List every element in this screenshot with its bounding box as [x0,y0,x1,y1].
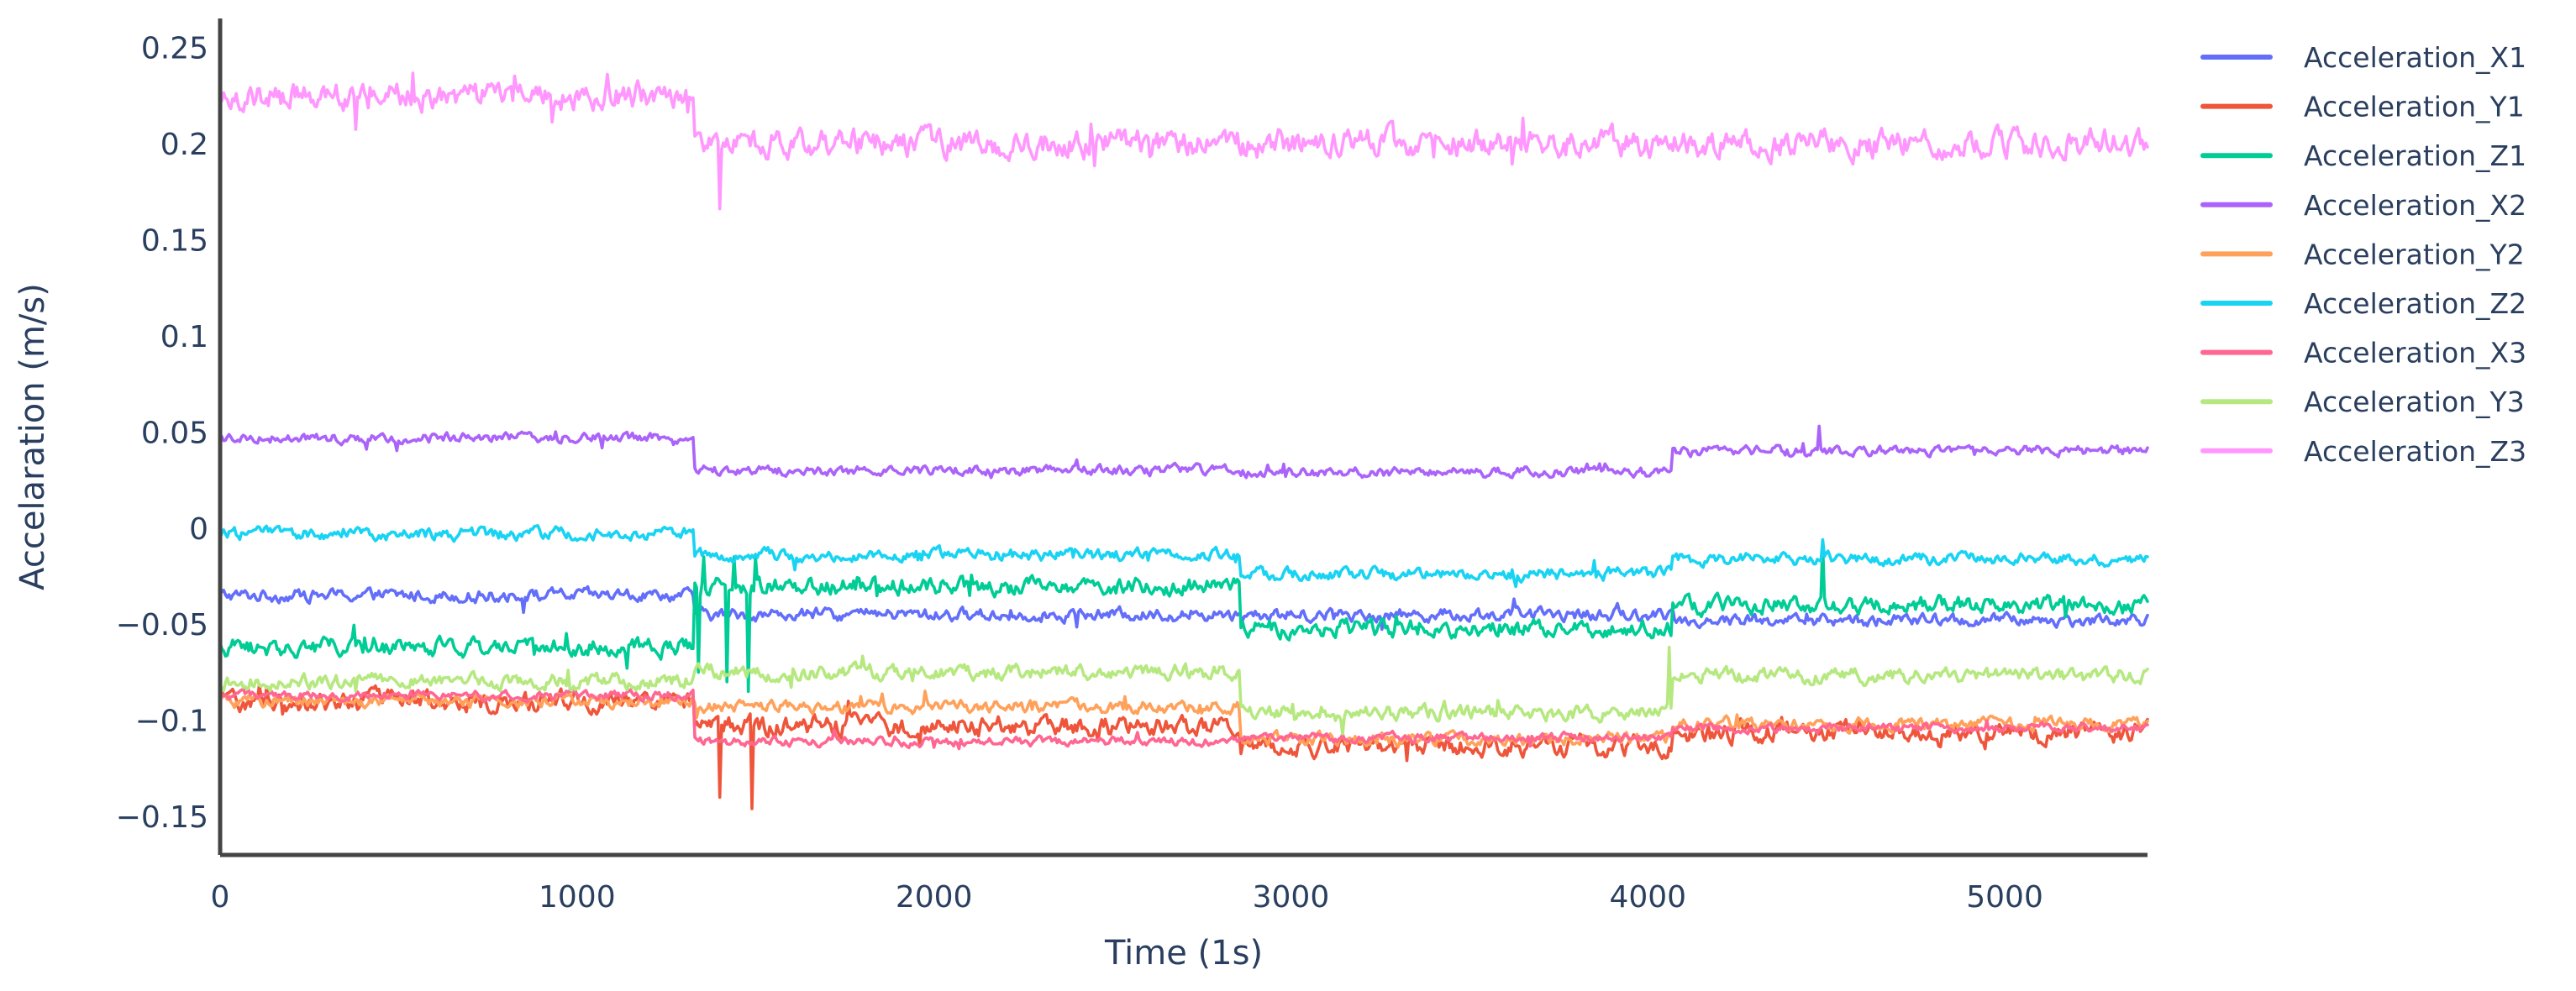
series-line-acceleration-z1 [218,542,2149,694]
y-tick-label: −0.05 [116,608,208,642]
legend-item[interactable]: Acceleration_X3 [2200,337,2526,370]
x-tick-label: 3000 [1253,880,1330,915]
x-axis-ticks: 0 1000 2000 3000 4000 5000 [211,880,2043,915]
legend-item[interactable]: Acceleration_Y2 [2200,238,2525,270]
x-tick-label: 5000 [1966,880,2043,915]
legend-item[interactable]: Acceleration_X2 [2200,189,2526,222]
x-tick-label: 4000 [1609,880,1686,915]
series-line-acceleration-x1 [218,585,2149,632]
legend-label: Acceleration_Z1 [2304,139,2526,172]
x-tick-label: 1000 [539,880,616,915]
y-tick-label: −0.1 [135,705,208,739]
legend-item[interactable]: Acceleration_Z2 [2200,287,2526,320]
series-line-acceleration-z3 [218,71,2149,211]
y-tick-label: 0.05 [141,416,208,450]
legend-label: Acceleration_X2 [2304,189,2526,222]
y-tick-label: 0 [189,512,208,547]
legend-label: Acceleration_Y1 [2304,91,2525,123]
x-axis-title: Time (1s) [1104,934,1263,973]
series-line-acceleration-x2 [218,424,2149,480]
legend[interactable]: Acceleration_X1 Acceleration_Y1 Accelerati… [2200,41,2526,468]
legend-label: Acceleration_Z3 [2304,435,2526,468]
legend-item[interactable]: Acceleration_X1 [2200,41,2526,74]
series-line-acceleration-z2 [218,524,2149,589]
y-tick-label: 0.15 [141,223,208,258]
legend-item[interactable]: Acceleration_Z3 [2200,435,2526,468]
series-line-acceleration-y2 [218,690,2149,749]
legend-item[interactable]: Acceleration_Y1 [2200,91,2525,123]
y-tick-label: −0.15 [116,800,208,835]
series-layer [218,71,2149,810]
y-axis-ticks: −0.15 −0.1 −0.05 0 0.05 0.1 0.15 0.2 0.25 [116,31,208,835]
y-axis-title: Accelaration (m/s) [13,283,52,590]
legend-label: Acceleration_Z2 [2304,287,2526,320]
legend-label: Acceleration_Y3 [2304,385,2525,418]
legend-label: Acceleration_Y2 [2304,238,2525,270]
x-tick-label: 2000 [896,880,973,915]
legend-label: Acceleration_X3 [2304,337,2526,370]
series-line-acceleration-y3 [218,645,2149,736]
y-tick-label: 0.1 [160,320,208,354]
y-tick-label: 0.25 [141,31,208,66]
series-line-acceleration-x3 [218,687,2149,751]
legend-item[interactable]: Acceleration_Y3 [2200,385,2525,418]
x-tick-label: 0 [211,880,230,915]
legend-item[interactable]: Acceleration_Z1 [2200,139,2526,172]
y-tick-label: 0.2 [160,128,208,162]
legend-label: Acceleration_X1 [2304,41,2526,74]
